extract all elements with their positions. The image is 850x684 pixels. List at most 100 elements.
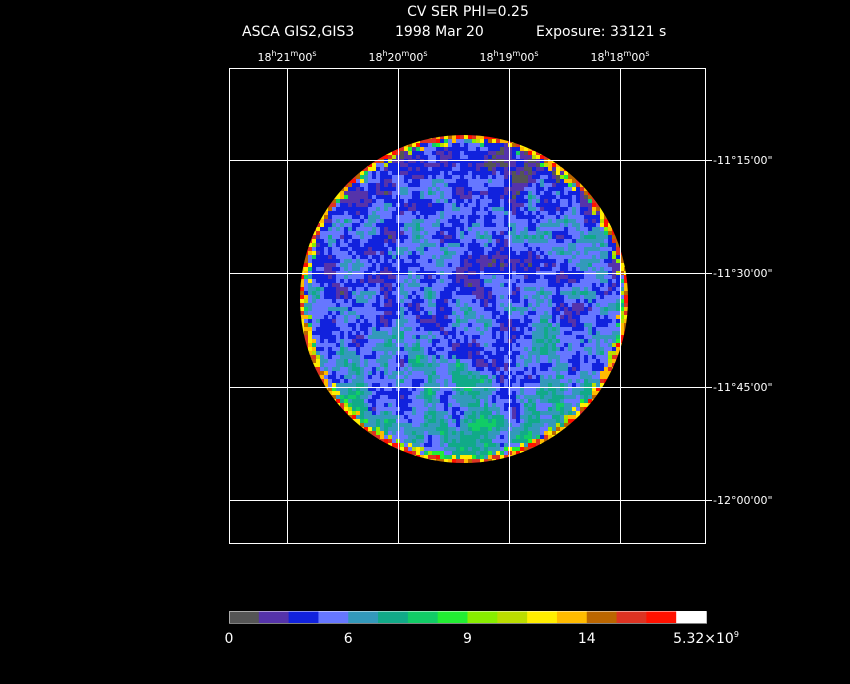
image-pixel (380, 403, 384, 407)
image-pixel (536, 191, 540, 195)
image-pixel (460, 379, 464, 383)
image-pixel (484, 359, 488, 363)
image-pixel (552, 195, 556, 199)
image-pixel (468, 387, 472, 391)
image-pixel (588, 191, 592, 195)
image-pixel (436, 231, 440, 235)
image-pixel (328, 343, 332, 347)
image-pixel (568, 315, 572, 319)
image-pixel (492, 327, 496, 331)
image-pixel (408, 235, 412, 239)
image-pixel (572, 235, 576, 239)
image-pixel (460, 139, 464, 143)
image-pixel (408, 219, 412, 223)
image-pixel (316, 371, 320, 375)
image-pixel (436, 259, 440, 263)
image-pixel (444, 255, 448, 259)
image-pixel (472, 255, 476, 259)
image-pixel (524, 327, 528, 331)
image-pixel (308, 347, 312, 351)
image-pixel (340, 227, 344, 231)
image-pixel (560, 411, 564, 415)
image-pixel (428, 307, 432, 311)
image-pixel (584, 259, 588, 263)
image-pixel (360, 407, 364, 411)
image-pixel (592, 355, 596, 359)
image-pixel (336, 287, 340, 291)
image-pixel (572, 403, 576, 407)
image-pixel (452, 303, 456, 307)
image-pixel (448, 187, 452, 191)
image-pixel (484, 283, 488, 287)
image-pixel (428, 395, 432, 399)
image-pixel (448, 407, 452, 411)
image-pixel (368, 231, 372, 235)
image-pixel (436, 315, 440, 319)
image-pixel (476, 259, 480, 263)
image-pixel (556, 207, 560, 211)
image-pixel (368, 207, 372, 211)
image-pixel (428, 407, 432, 411)
image-pixel (412, 343, 416, 347)
image-pixel (600, 351, 604, 355)
image-pixel (380, 307, 384, 311)
image-pixel (520, 319, 524, 323)
image-pixel (444, 275, 448, 279)
image-pixel (524, 391, 528, 395)
image-pixel (452, 307, 456, 311)
image-pixel (596, 263, 600, 267)
image-pixel (512, 247, 516, 251)
image-pixel (464, 147, 468, 151)
image-pixel (324, 339, 328, 343)
image-pixel (536, 247, 540, 251)
image-pixel (384, 375, 388, 379)
image-pixel (316, 327, 320, 331)
image-pixel (524, 399, 528, 403)
image-pixel (416, 211, 420, 215)
image-pixel (548, 167, 552, 171)
image-pixel (412, 367, 416, 371)
image-pixel (456, 135, 460, 139)
image-pixel (404, 327, 408, 331)
image-pixel (460, 143, 464, 147)
image-pixel (312, 335, 316, 339)
image-pixel (356, 415, 360, 419)
image-pixel (484, 255, 488, 259)
exposure: Exposure: 33121 s (536, 24, 666, 40)
image-pixel (576, 379, 580, 383)
image-pixel (420, 243, 424, 247)
image-pixel (584, 275, 588, 279)
image-pixel (340, 231, 344, 235)
image-pixel (608, 323, 612, 327)
image-pixel (400, 163, 404, 167)
image-pixel (608, 303, 612, 307)
image-pixel (392, 155, 396, 159)
image-pixel (336, 307, 340, 311)
image-pixel (384, 187, 388, 191)
image-pixel (320, 347, 324, 351)
image-pixel (580, 391, 584, 395)
image-pixel (520, 267, 524, 271)
image-pixel (500, 247, 504, 251)
image-pixel (608, 339, 612, 343)
image-pixel (612, 267, 616, 271)
image-pixel (520, 207, 524, 211)
image-pixel (604, 319, 608, 323)
image-pixel (388, 151, 392, 155)
image-pixel (616, 339, 620, 343)
image-pixel (424, 403, 428, 407)
image-pixel (532, 187, 536, 191)
image-pixel (316, 299, 320, 303)
image-pixel (624, 295, 628, 299)
image-pixel (488, 263, 492, 267)
image-pixel (392, 371, 396, 375)
image-pixel (344, 415, 348, 419)
image-pixel (380, 379, 384, 383)
image-pixel (580, 195, 584, 199)
image-pixel (528, 239, 532, 243)
image-pixel (520, 383, 524, 387)
image-pixel (600, 323, 604, 327)
image-pixel (472, 219, 476, 223)
image-pixel (416, 259, 420, 263)
image-pixel (304, 247, 308, 251)
